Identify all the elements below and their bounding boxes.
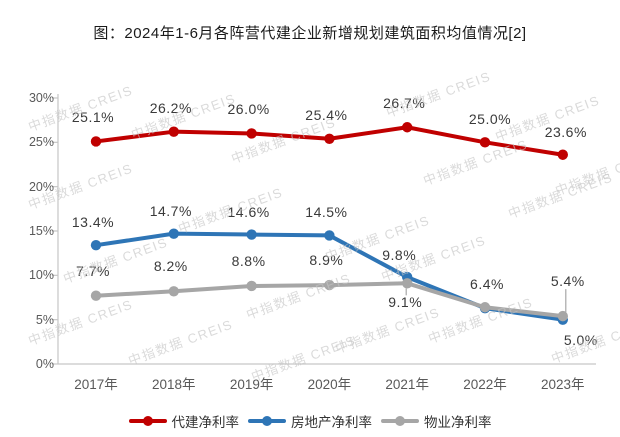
- series-point-0: [324, 133, 335, 144]
- legend-item-0: 代建净利率: [128, 411, 240, 431]
- data-label: 25.1%: [71, 109, 115, 126]
- data-label: 14.6%: [227, 203, 270, 220]
- series-point-2: [168, 286, 179, 297]
- y-tick-label: 15%: [28, 223, 54, 238]
- legend-dot: [262, 416, 272, 426]
- x-tick-label: 2020年: [307, 377, 352, 392]
- legend-dot: [395, 416, 405, 426]
- series-point-1: [90, 239, 102, 251]
- data-label: 14.5%: [305, 204, 348, 221]
- data-label: 26.2%: [149, 99, 192, 116]
- x-tick-label: 2019年: [229, 377, 274, 392]
- data-label: 26.7%: [383, 95, 426, 112]
- y-tick-label: 10%: [28, 268, 54, 283]
- series-point-2: [246, 280, 257, 292]
- data-label: 9.1%: [388, 294, 423, 311]
- data-label: 13.4%: [71, 214, 115, 231]
- data-label: 25.0%: [468, 111, 512, 128]
- data-label: 14.7%: [149, 202, 192, 219]
- x-tick-label: 2018年: [152, 377, 196, 392]
- data-label: 5.4%: [550, 273, 585, 290]
- data-label: 5.0%: [563, 331, 598, 348]
- chart-title: 图：2024年1-6月各阵营代建企业新增规划建筑面积均值情况[2]: [93, 25, 527, 42]
- legend-item-1: 房地产净利率: [248, 411, 372, 431]
- y-tick-label: 5%: [35, 312, 54, 327]
- legend-line-dot-icon: [381, 416, 419, 426]
- series-point-2: [402, 278, 413, 289]
- data-label: 8.8%: [231, 252, 266, 269]
- legend-line-dot-icon: [128, 416, 167, 426]
- series-point-0: [557, 149, 568, 160]
- data-label: 6.4%: [470, 276, 504, 293]
- series-point-2: [90, 290, 102, 301]
- legend-line-dot-icon: [248, 416, 286, 426]
- legend-label: 代建净利率: [171, 415, 240, 430]
- data-label: 8.9%: [309, 252, 344, 269]
- series-point-0: [479, 137, 491, 148]
- legend-label: 房地产净利率: [291, 415, 372, 430]
- series-point-2: [479, 302, 491, 313]
- y-tick-label: 20%: [28, 179, 54, 194]
- data-label: 25.4%: [305, 106, 348, 123]
- series-point-0: [246, 128, 257, 139]
- y-tick-label: 30%: [28, 90, 54, 105]
- data-label: 8.2%: [153, 258, 188, 275]
- legend: 代建净利率 房地产净利率 物业净利率: [0, 408, 620, 434]
- series-point-1: [246, 229, 257, 240]
- series-point-0: [168, 126, 179, 137]
- data-label: 23.6%: [544, 123, 587, 140]
- series-point-0: [402, 122, 413, 133]
- x-tick-label: 2022年: [463, 377, 507, 392]
- legend-item-2: 物业净利率: [381, 411, 492, 431]
- series-point-1: [168, 228, 179, 239]
- series-point-2: [324, 279, 335, 291]
- legend-dot: [142, 416, 153, 426]
- x-tick-label: 2021年: [385, 377, 429, 392]
- data-label: 26.0%: [227, 101, 270, 118]
- series-point-1: [324, 230, 335, 241]
- series-point-0: [90, 136, 102, 147]
- data-label: 9.8%: [382, 247, 417, 264]
- x-tick-label: 2017年: [74, 377, 118, 392]
- series-point-2: [557, 310, 568, 322]
- data-label: 7.7%: [76, 262, 110, 279]
- y-tick-label: 25%: [28, 135, 54, 150]
- y-tick-label: 0%: [35, 357, 54, 371]
- legend-label: 物业净利率: [424, 415, 492, 430]
- x-tick-label: 2023年: [541, 377, 585, 392]
